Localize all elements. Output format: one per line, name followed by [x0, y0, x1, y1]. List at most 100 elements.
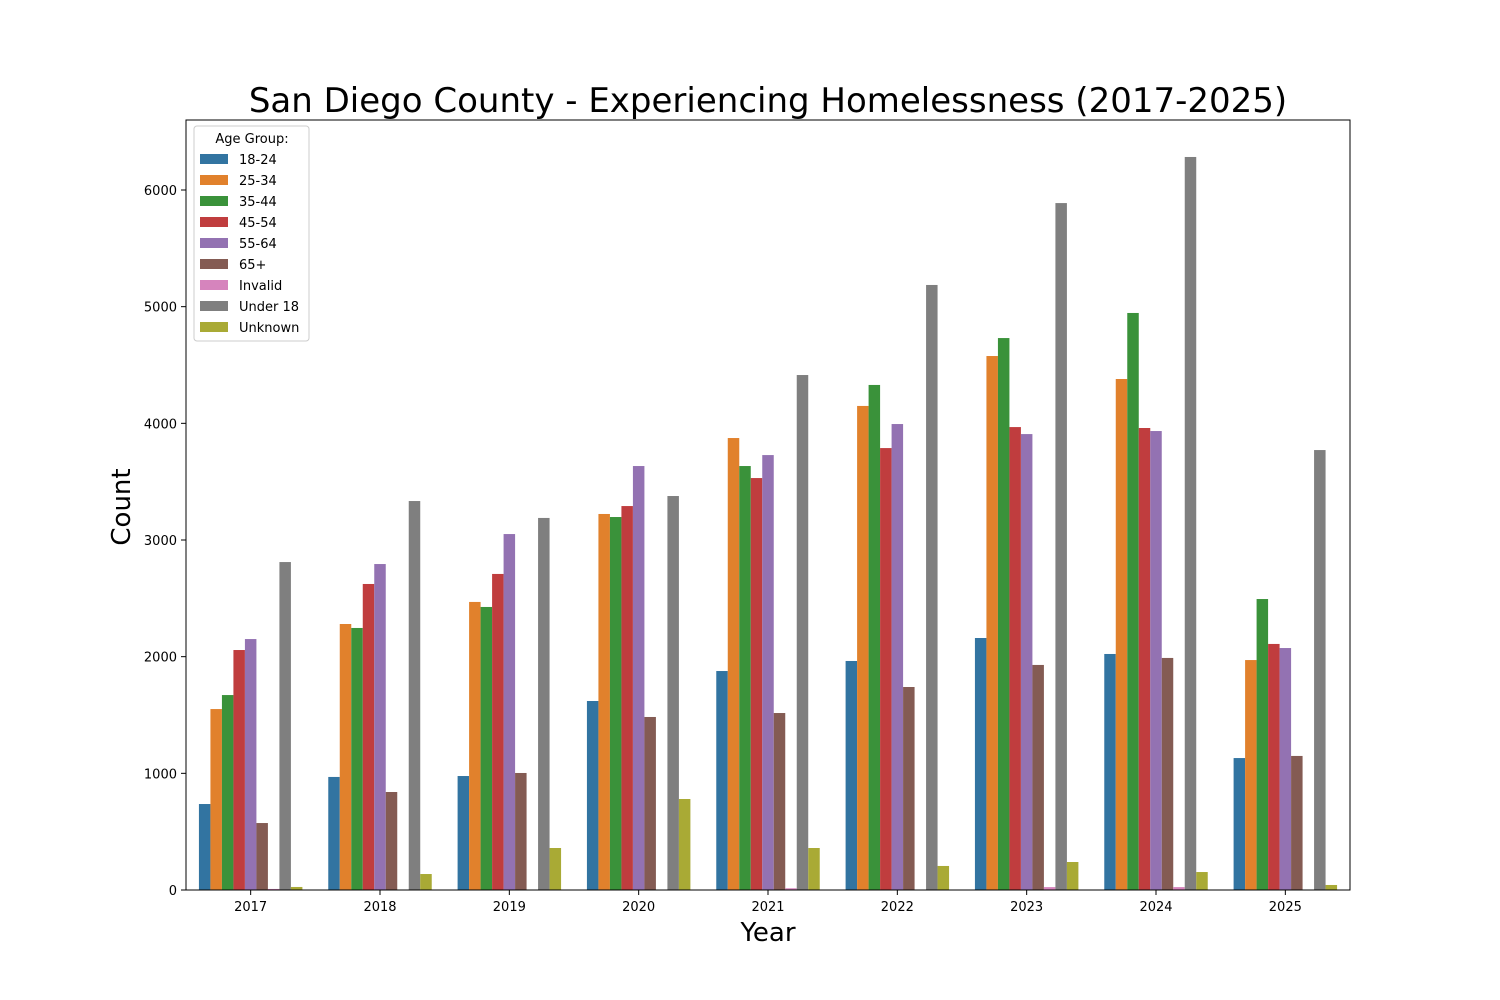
legend-swatch — [200, 175, 228, 185]
bar-18-24-2022 — [845, 660, 858, 890]
bar-45-54-2019 — [492, 573, 504, 890]
bar-under-18-2017 — [279, 562, 291, 890]
bar-unknown-2018 — [420, 874, 432, 890]
bar-65+-2018 — [385, 792, 398, 890]
bar-under-18-2021 — [796, 375, 809, 890]
bar-25-34-2020 — [598, 513, 610, 890]
bar-18-24-2019 — [457, 776, 470, 890]
legend-label: 45-54 — [239, 216, 277, 231]
legend-label: 65+ — [239, 258, 266, 273]
bar-55-64-2025 — [1279, 648, 1292, 890]
bar-25-34-2018 — [339, 624, 352, 890]
bar-25-34-2019 — [469, 601, 481, 890]
legend-label: 18-24 — [239, 153, 277, 168]
bar-18-24-2024 — [1104, 653, 1116, 890]
legend-swatch — [200, 280, 228, 290]
bar-invalid-2017 — [267, 888, 280, 890]
bar-65+-2021 — [773, 713, 786, 890]
bar-unknown-2022 — [937, 865, 950, 890]
legend-label: 55-64 — [239, 237, 277, 252]
chart-title: San Diego County - Experiencing Homeless… — [249, 81, 1287, 121]
bar-unknown-2024 — [1196, 872, 1208, 890]
bar-under-18-2019 — [538, 517, 550, 890]
legend-swatch — [200, 238, 228, 248]
bar-45-54-2022 — [880, 448, 892, 890]
bar-invalid-2021 — [785, 888, 797, 890]
bar-65+-2023 — [1032, 664, 1044, 890]
bar-25-34-2021 — [727, 438, 740, 890]
bar-unknown-2023 — [1066, 862, 1079, 890]
bar-35-44-2020 — [609, 517, 622, 890]
bar-45-54-2025 — [1268, 643, 1280, 890]
legend-label: 35-44 — [239, 195, 277, 210]
bar-25-34-2023 — [986, 356, 998, 890]
bar-18-24-2020 — [586, 701, 599, 890]
bar-18-24-2025 — [1233, 758, 1246, 890]
bar-65+-2019 — [515, 772, 527, 890]
bar-under-18-2024 — [1184, 156, 1197, 891]
bar-55-64-2020 — [632, 466, 645, 890]
bar-35-44-2019 — [480, 606, 493, 890]
bar-unknown-2017 — [290, 886, 303, 890]
y-axis: 0 1000 2000 3000 4000 5000 6000 — [144, 184, 186, 899]
bar-55-64-2023 — [1020, 434, 1033, 890]
bar-35-44-2018 — [351, 627, 363, 890]
bar-65+-2025 — [1291, 755, 1303, 890]
x-axis-title: Year — [739, 918, 795, 948]
y-tick-label: 5000 — [144, 301, 177, 316]
y-tick-label: 4000 — [144, 417, 177, 432]
legend-swatch — [200, 301, 228, 311]
bar-65+-2020 — [644, 716, 656, 890]
legend-title: Age Group: — [215, 132, 288, 147]
bar-35-44-2021 — [739, 466, 751, 890]
x-tick-label: 2017 — [234, 900, 267, 915]
bar-25-34-2022 — [857, 405, 869, 890]
bar-45-54-2024 — [1138, 428, 1151, 890]
y-axis-title: Count — [107, 468, 137, 545]
x-tick-label: 2019 — [493, 900, 526, 915]
bar-35-44-2023 — [997, 338, 1010, 890]
bar-45-54-2017 — [233, 650, 245, 890]
bar-55-64-2019 — [503, 534, 516, 890]
bar-under-18-2023 — [1055, 203, 1067, 890]
bar-18-24-2021 — [716, 671, 728, 890]
x-tick-label: 2018 — [363, 900, 396, 915]
x-tick-label: 2021 — [751, 900, 784, 915]
bar-55-64-2017 — [244, 639, 257, 890]
bar-unknown-2020 — [678, 799, 691, 890]
bar-25-34-2017 — [210, 709, 222, 890]
x-tick-label: 2022 — [881, 900, 914, 915]
bar-55-64-2021 — [762, 455, 774, 890]
legend-swatch — [200, 322, 228, 332]
bar-45-54-2023 — [1009, 427, 1021, 890]
y-tick-label: 6000 — [144, 184, 177, 199]
bar-65+-2022 — [903, 687, 915, 890]
bar-25-34-2025 — [1245, 660, 1257, 890]
bar-45-54-2020 — [621, 506, 633, 890]
legend-swatch — [200, 196, 228, 206]
bar-35-44-2025 — [1256, 599, 1269, 890]
y-tick-label: 3000 — [144, 534, 177, 549]
bar-45-54-2018 — [362, 583, 375, 890]
bar-65+-2024 — [1161, 657, 1174, 890]
bar-55-64-2024 — [1150, 431, 1162, 890]
bar-18-24-2017 — [198, 804, 211, 890]
y-tick-label: 0 — [169, 884, 177, 899]
x-tick-label: 2024 — [1139, 900, 1172, 915]
bar-invalid-2024 — [1173, 887, 1185, 890]
bar-35-44-2024 — [1127, 312, 1139, 891]
x-tick-label: 2023 — [1010, 900, 1043, 915]
bar-unknown-2019 — [549, 848, 562, 890]
legend-label: 25-34 — [239, 174, 277, 189]
x-axis: 2017 2018 2019 2020 2021 2022 2023 2024 2025 — [234, 890, 1302, 915]
bar-55-64-2018 — [374, 564, 386, 890]
bar-25-34-2024 — [1115, 379, 1128, 890]
bar-65+-2017 — [256, 823, 268, 890]
legend-label: Invalid — [239, 279, 282, 294]
x-tick-label: 2020 — [622, 900, 655, 915]
bar-under-18-2018 — [408, 501, 421, 890]
bar-18-24-2018 — [328, 776, 340, 890]
y-tick-label: 1000 — [144, 767, 177, 782]
bar-35-44-2022 — [868, 384, 881, 890]
